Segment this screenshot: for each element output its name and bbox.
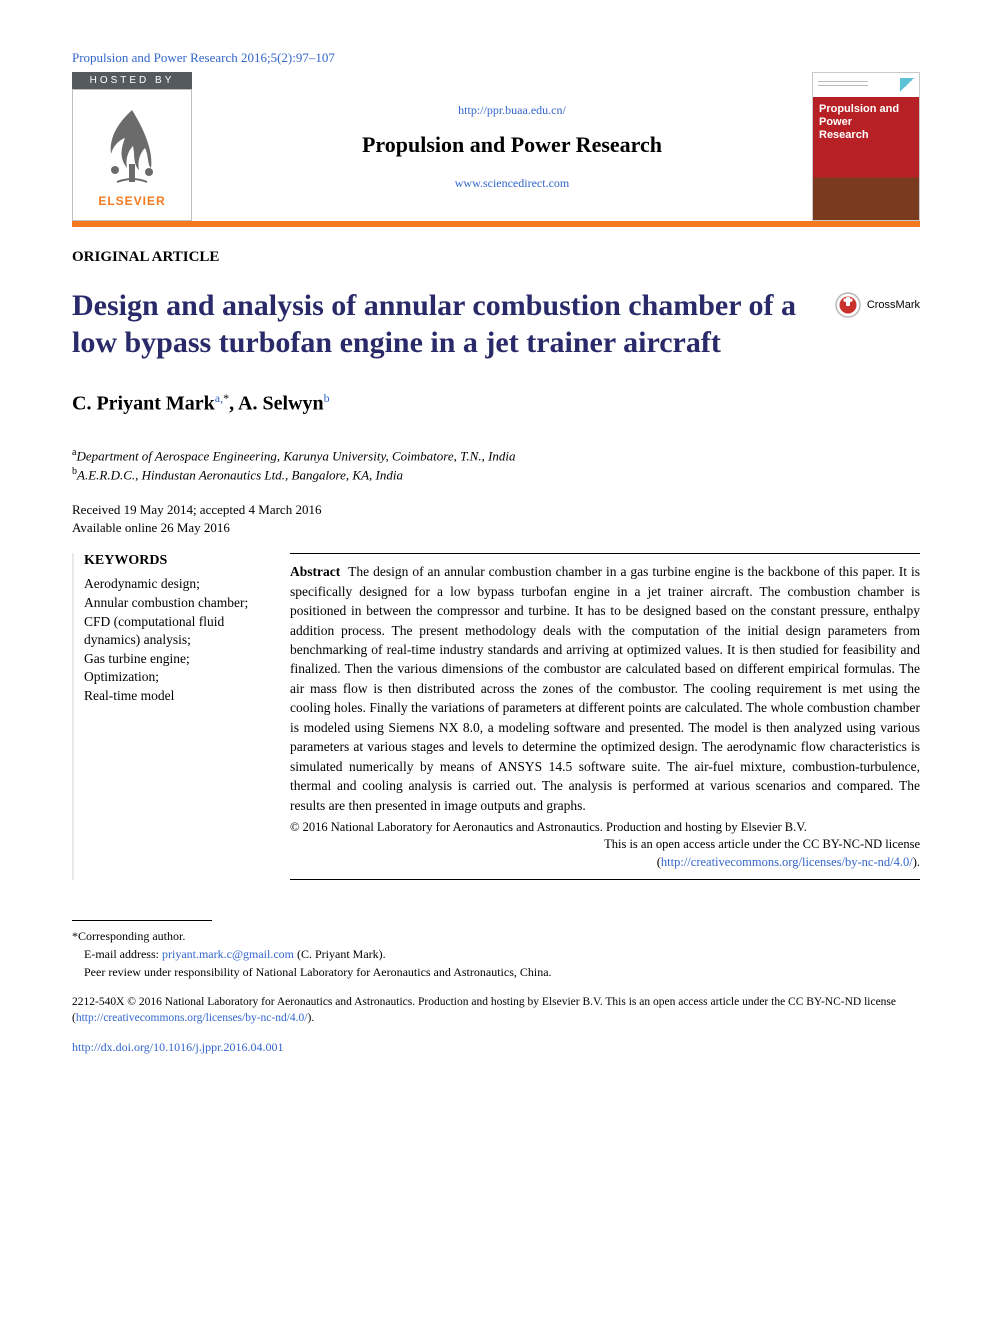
author-2-affil-sup: b: [324, 391, 330, 405]
author-email-link[interactable]: priyant.mark.c@gmail.com: [162, 947, 294, 961]
cover-top-lines-icon: [818, 81, 868, 89]
crossmark-label: CrossMark: [867, 299, 920, 311]
journal-cover-column: Propulsion and Power Research: [812, 72, 920, 221]
article-dates: Received 19 May 2014; accepted 4 March 2…: [72, 501, 920, 537]
elsevier-logo: ELSEVIER: [72, 89, 192, 221]
cc-license-link-footer[interactable]: http://creativecommons.org/licenses/by-n…: [76, 1012, 308, 1024]
crossmark-badge[interactable]: CrossMark: [835, 292, 920, 318]
sciencedirect-link[interactable]: www.sciencedirect.com: [455, 176, 570, 191]
affiliations: aDepartment of Aerospace Engineering, Ka…: [72, 446, 920, 485]
abstract-column: Abstract The design of an annular combus…: [290, 553, 920, 880]
dates-available-online: Available online 26 May 2016: [72, 519, 920, 537]
paper-title: Design and analysis of annular combustio…: [72, 288, 811, 361]
cover-bottom-image: [813, 159, 919, 220]
journal-title: Propulsion and Power Research: [362, 132, 662, 158]
abstract-label: Abstract: [290, 564, 340, 579]
abstract-text: Abstract The design of an annular combus…: [290, 562, 920, 815]
abstract-top-rule: [290, 553, 920, 554]
top-citation: Propulsion and Power Research 2016;5(2):…: [72, 50, 920, 66]
hosted-by-bar: HOSTED BY: [72, 72, 192, 89]
author-1-affil-sup: a,: [215, 391, 223, 405]
footnotes: *Corresponding author. E-mail address: p…: [72, 927, 920, 981]
cc-license-link[interactable]: http://creativecommons.org/licenses/by-n…: [661, 855, 913, 869]
hosted-by-column: HOSTED BY ELSEVIER: [72, 72, 192, 221]
title-row: Design and analysis of annular combustio…: [72, 288, 920, 361]
author-separator: ,: [229, 393, 238, 415]
abstract-oa-link-line: (http://creativecommons.org/licenses/by-…: [290, 854, 920, 872]
journal-url-link[interactable]: http://ppr.buaa.edu.cn/: [458, 103, 566, 118]
doi-link-line: http://dx.doi.org/10.1016/j.jppr.2016.04…: [72, 1040, 920, 1055]
legal-notice: 2212-540X © 2016 National Laboratory for…: [72, 995, 920, 1026]
abstract-copyright: © 2016 National Laboratory for Aeronauti…: [290, 819, 920, 872]
abstract-copyright-line: © 2016 National Laboratory for Aeronauti…: [290, 819, 920, 837]
journal-cover-thumbnail: Propulsion and Power Research: [812, 72, 920, 221]
keywords-abstract-row: KEYWORDS Aerodynamic design; Annular com…: [72, 553, 920, 880]
article-type: ORIGINAL ARTICLE: [72, 249, 920, 266]
abstract-oa-line: This is an open access article under the…: [290, 836, 920, 854]
keywords-list: Aerodynamic design; Annular combustion c…: [84, 575, 262, 705]
keywords-column: KEYWORDS Aerodynamic design; Annular com…: [72, 553, 262, 880]
elsevier-wordmark: ELSEVIER: [98, 194, 165, 208]
header-band: HOSTED BY ELSEVIER http://ppr.buaa.edu.c…: [72, 72, 920, 227]
affiliation-a: aDepartment of Aerospace Engineering, Ka…: [72, 446, 920, 466]
abstract-bottom-rule: [290, 879, 920, 880]
footnote-rule: [72, 920, 212, 921]
keywords-heading: KEYWORDS: [84, 553, 262, 569]
doi-link[interactable]: http://dx.doi.org/10.1016/j.jppr.2016.04…: [72, 1040, 283, 1054]
cover-title-text: Propulsion and Power Research: [813, 97, 919, 159]
peer-review-note: Peer review under responsibility of Nati…: [72, 963, 920, 981]
author-2-name: A. Selwyn: [238, 393, 324, 415]
header-center: http://ppr.buaa.edu.cn/ Propulsion and P…: [192, 72, 812, 221]
affiliation-b: bA.E.R.D.C., Hindustan Aeronautics Ltd.,…: [72, 465, 920, 485]
crossmark-icon: [835, 292, 861, 318]
elsevier-tree-icon: [97, 104, 167, 190]
email-line: E-mail address: priyant.mark.c@gmail.com…: [72, 945, 920, 963]
corresponding-author-note: *Corresponding author.: [72, 927, 920, 945]
author-list: C. Priyant Marka,*, A. Selwynb: [72, 391, 920, 416]
abstract-body: The design of an annular combustion cham…: [290, 564, 920, 812]
dates-received-accepted: Received 19 May 2014; accepted 4 March 2…: [72, 501, 920, 519]
cover-triangle-icon: [900, 78, 914, 92]
author-1-name: C. Priyant Mark: [72, 393, 215, 415]
